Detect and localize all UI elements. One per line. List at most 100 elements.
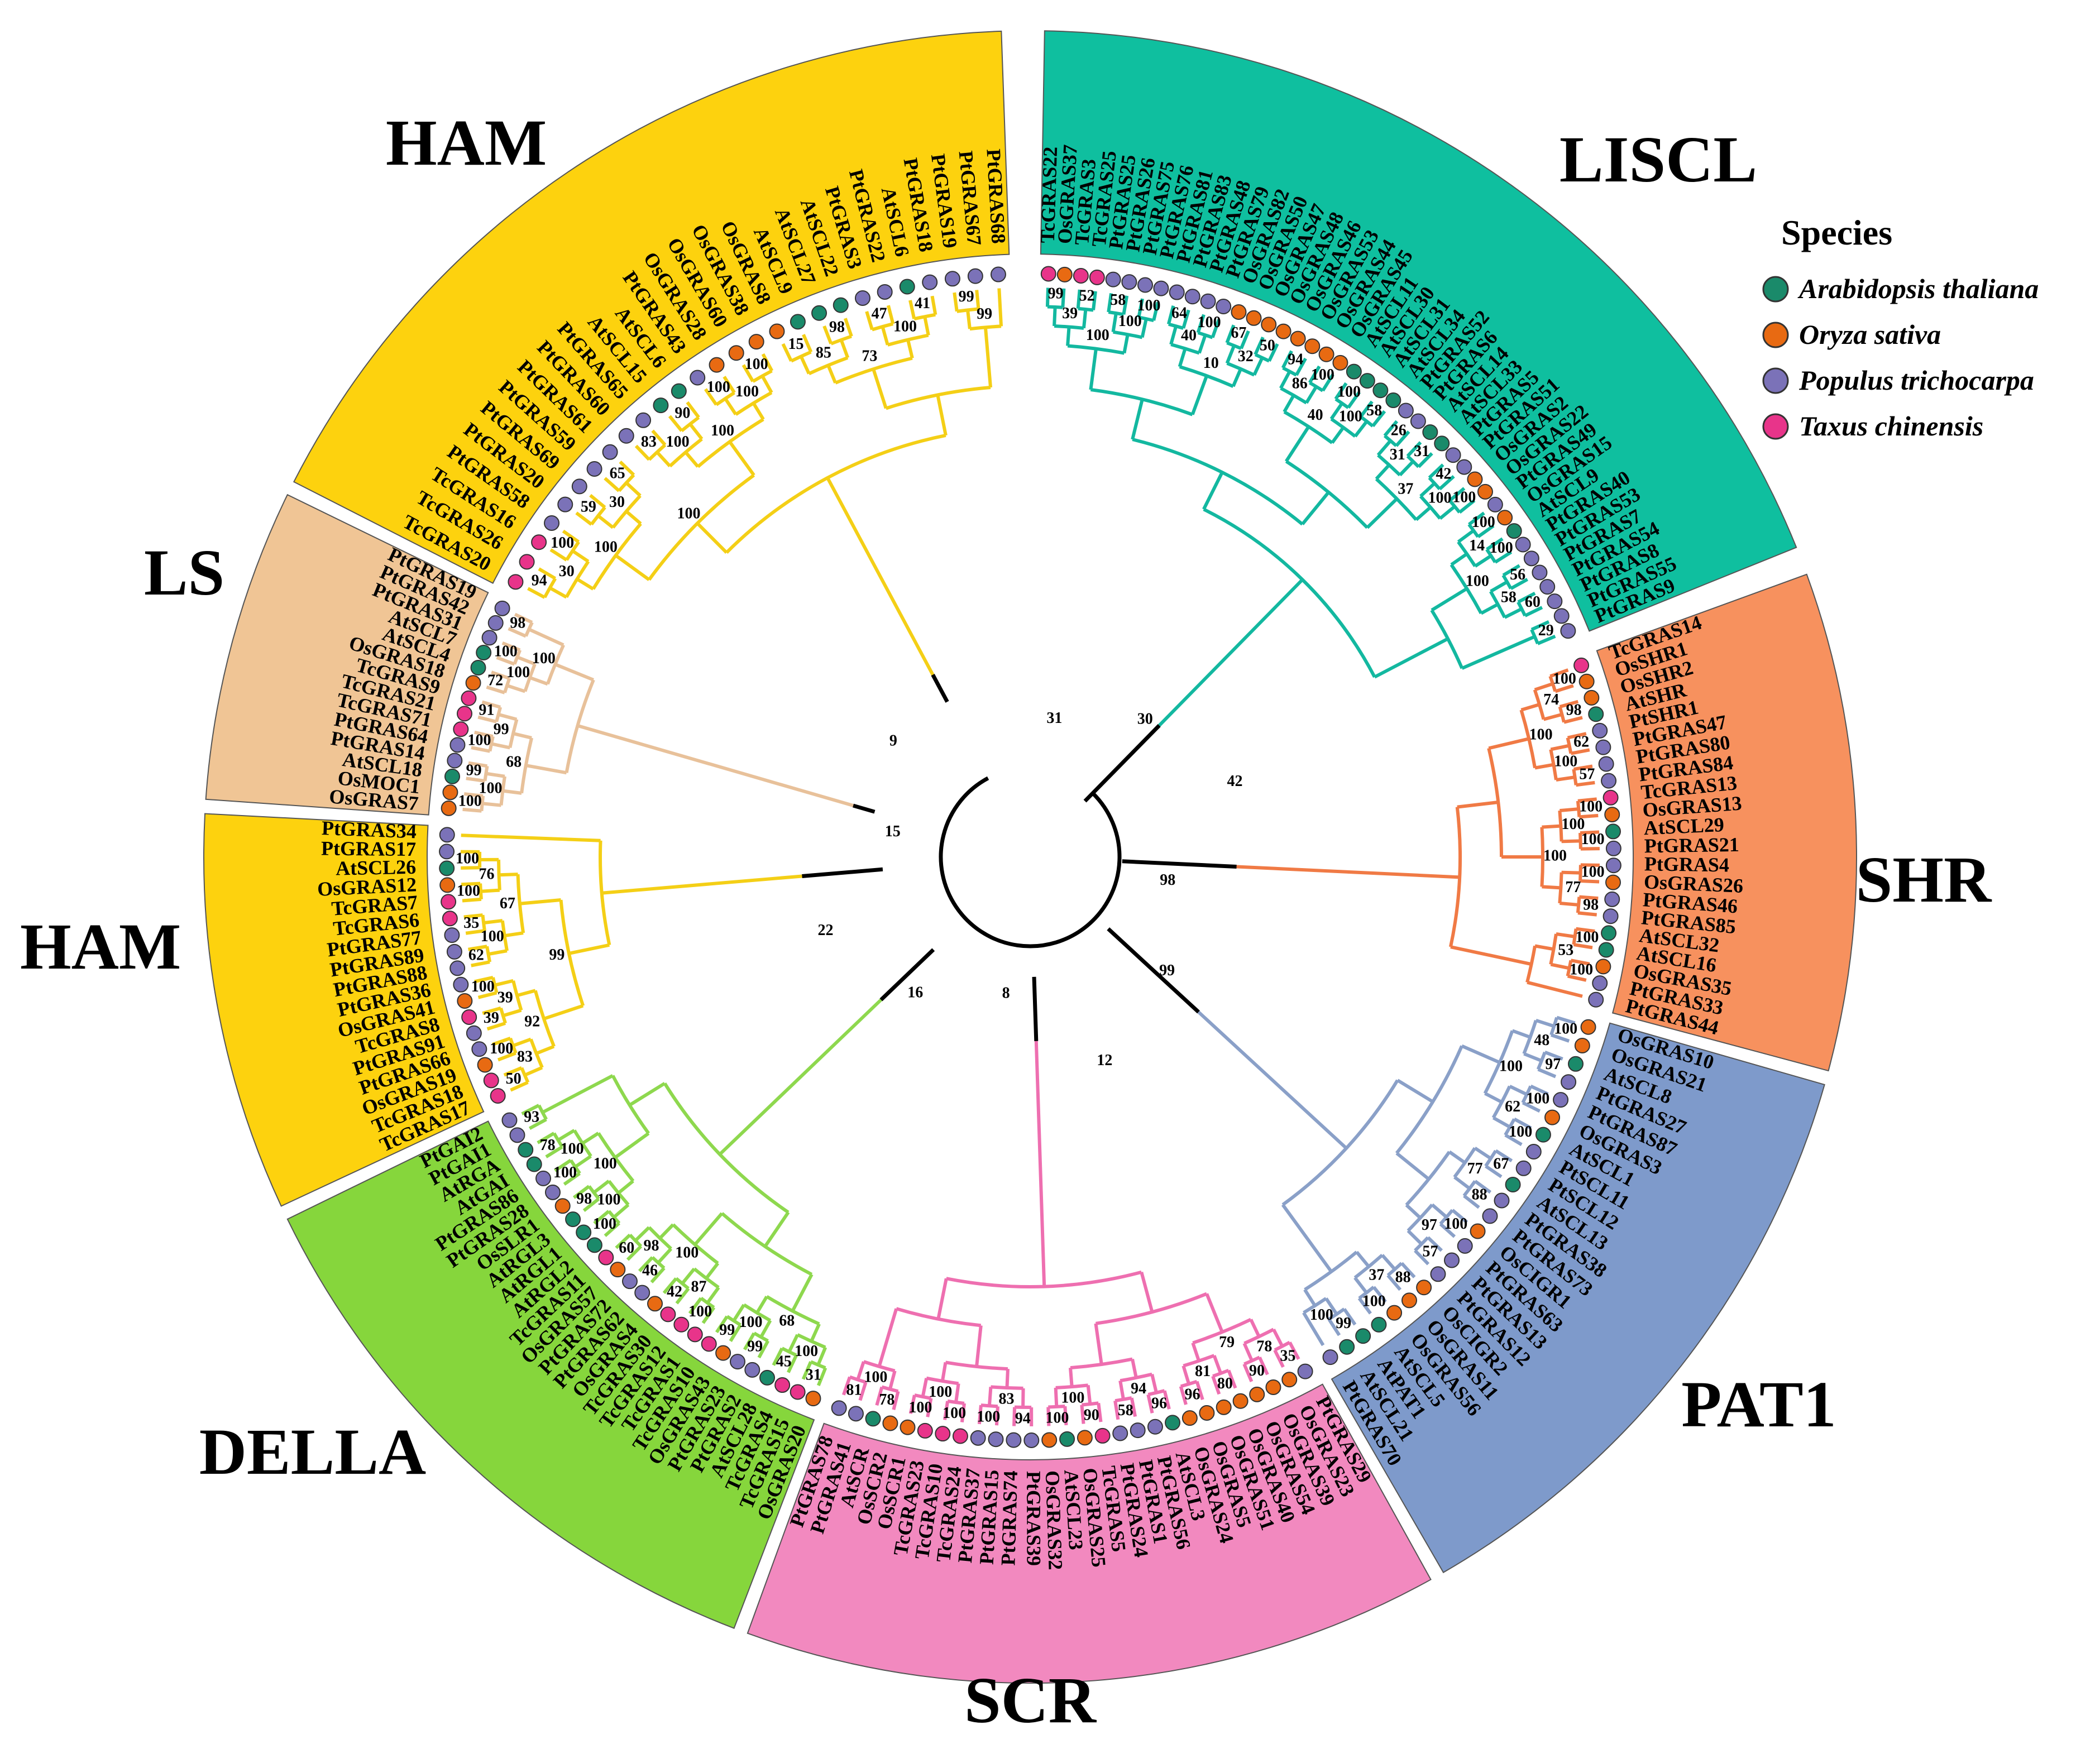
leaf-label: AtSCL26: [336, 856, 417, 880]
branch: [1450, 945, 1532, 966]
branch: [1113, 1400, 1120, 1420]
species-dot: [1371, 1316, 1387, 1333]
bootstrap-value: 67: [1493, 1156, 1509, 1173]
backbone-arc: [939, 776, 1122, 948]
bootstrap-value: 100: [1452, 489, 1476, 506]
backbone-branch: [802, 867, 883, 878]
bootstrap-value: 100: [1570, 961, 1593, 978]
bootstrap-value: 98: [829, 319, 845, 336]
branch-arc: [1090, 388, 1193, 416]
branch: [1495, 1149, 1513, 1162]
branch: [513, 731, 532, 740]
species-dot: [554, 1198, 571, 1214]
branch: [1301, 491, 1330, 525]
species-dot: [544, 515, 560, 531]
branch: [1567, 974, 1587, 982]
species-dot: [1602, 908, 1619, 924]
branch: [888, 1370, 897, 1390]
bootstrap-value: 60: [619, 1239, 634, 1257]
legend-title: Species: [1781, 213, 1892, 252]
species-dot: [1232, 1393, 1248, 1409]
branch: [943, 1401, 950, 1420]
species-legend: Species Arabidopsis thaliana Oryza sativ…: [1762, 213, 2039, 442]
species-dot: [811, 305, 827, 321]
branch: [592, 1180, 610, 1194]
species-dot: [1322, 1349, 1338, 1365]
branch: [461, 881, 481, 887]
species-dot: [900, 1419, 916, 1435]
clade-stem-scr: [1034, 1041, 1046, 1287]
legend-dot-taxus: [1762, 413, 1789, 440]
species-dot: [1401, 1292, 1417, 1309]
branch-arc: [663, 1082, 790, 1214]
branch: [1366, 497, 1398, 529]
branch: [1205, 1293, 1224, 1333]
branch: [1308, 365, 1321, 384]
bootstrap-value: 52: [1079, 287, 1095, 305]
branch: [1331, 426, 1345, 444]
species-dot: [690, 370, 706, 386]
branch: [1371, 410, 1386, 428]
branch: [1414, 1249, 1430, 1266]
branch: [1279, 370, 1291, 389]
branch-arc: [565, 679, 595, 773]
bootstrap-value: 94: [1131, 1380, 1146, 1397]
branch: [1431, 1203, 1448, 1219]
species-dot: [1246, 310, 1262, 326]
branch-arc: [1360, 415, 1374, 428]
bootstrap-value: 100: [594, 1155, 617, 1172]
branch: [1111, 313, 1118, 333]
bootstrap-value: 58: [1366, 402, 1382, 419]
branch: [1281, 350, 1293, 369]
bootstrap-value: 41: [915, 295, 930, 312]
bootstrap-value: 100: [1137, 297, 1160, 314]
bootstrap-value: 99: [549, 946, 565, 964]
legend-label-taxus: Taxus chinensis: [1799, 410, 1983, 442]
species-dot: [1467, 471, 1483, 487]
species-dot: [647, 1296, 663, 1312]
bootstrap-value: 67: [1231, 324, 1246, 342]
species-dot: [444, 927, 460, 943]
species-dot: [571, 478, 587, 495]
bootstrap-value: 99: [494, 721, 509, 738]
bootstrap-value: 100: [929, 1383, 952, 1401]
species-dot: [1456, 459, 1472, 475]
species-dot: [988, 1431, 1004, 1448]
branch-arc: [969, 324, 1002, 331]
branch: [858, 1382, 868, 1401]
branch: [1353, 1276, 1368, 1294]
bootstrap-value: 57: [1423, 1243, 1438, 1260]
branch: [1522, 1101, 1541, 1113]
branch: [1327, 1318, 1341, 1336]
species-dot: [1199, 1405, 1215, 1421]
branch: [791, 1273, 814, 1312]
branch: [1490, 580, 1508, 593]
branch: [936, 1278, 948, 1320]
bootstrap-value: 98: [510, 615, 525, 632]
species-dot: [1416, 1280, 1432, 1296]
bootstrap-value: 100: [1554, 1020, 1577, 1037]
branch-arc: [1108, 310, 1124, 317]
branch: [1405, 1204, 1422, 1219]
branch-arc: [1197, 331, 1213, 339]
clade-name-ls: LS: [144, 536, 224, 609]
bootstrap-value: 83: [641, 433, 657, 451]
bootstrap-value: 100: [666, 433, 690, 451]
leaf-label: PtGRAS39: [1022, 1471, 1045, 1566]
branch: [875, 1386, 884, 1406]
branch-arc: [1414, 1236, 1429, 1252]
species-dot: [1130, 1422, 1146, 1439]
species-dot: [1059, 1431, 1075, 1447]
branch: [582, 1197, 600, 1212]
bootstrap-value: 99: [747, 1338, 763, 1355]
branch-arc: [1120, 1372, 1152, 1383]
species-dot: [882, 1415, 898, 1431]
clade-band-liscl: [1040, 30, 1797, 632]
species-dot: [831, 1400, 847, 1416]
branch: [1477, 524, 1495, 539]
branch: [1468, 511, 1485, 526]
bootstrap-value: 99: [959, 288, 974, 305]
branch: [614, 554, 650, 581]
branch: [571, 549, 590, 563]
species-dot: [1497, 510, 1513, 526]
